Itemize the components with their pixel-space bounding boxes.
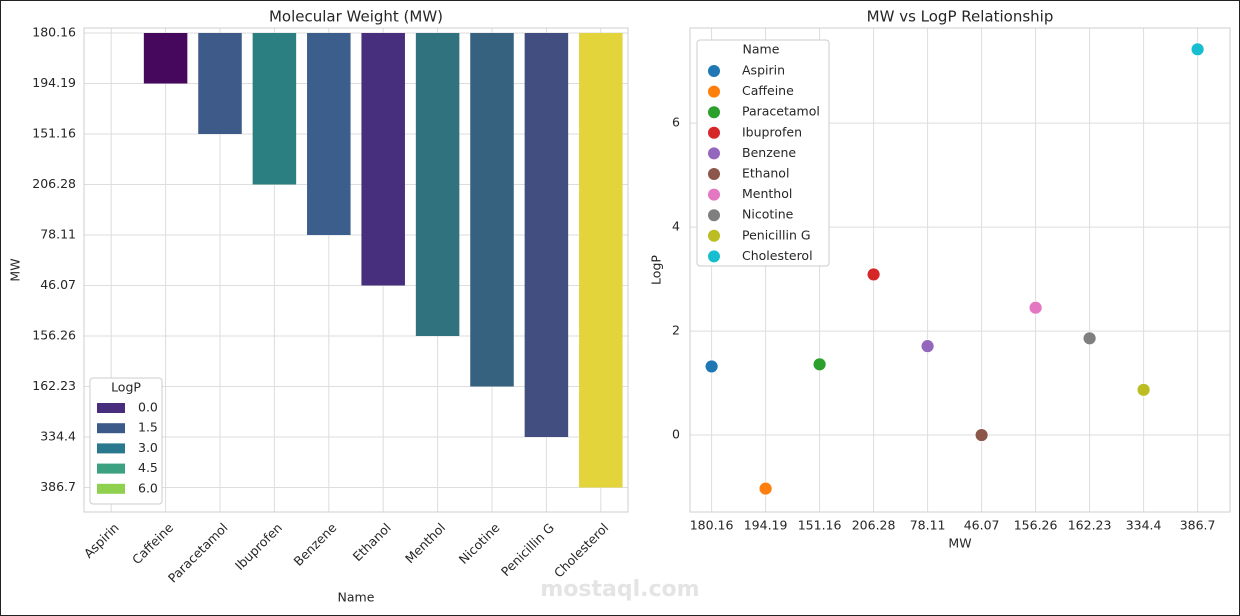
legend-marker [708,106,720,119]
y-tick-label: 6 [672,115,680,130]
scatter-point [758,481,773,496]
y-tick-label: 206.28 [32,176,76,191]
legend-swatch [97,463,125,474]
y-tick-label: 0 [672,427,680,442]
bar [415,33,460,336]
legend-label: 6.0 [138,480,158,495]
legend-label: 0.0 [138,400,158,415]
x-tick-label: 194.19 [744,518,788,533]
plot-frame [83,27,629,513]
scatter-point [1190,42,1205,57]
bar [198,33,242,134]
legend-marker [708,250,720,263]
x-axis-label: Name [338,590,375,605]
legend-marker [708,229,720,242]
x-tick-label: 334.4 [1126,518,1162,533]
scatter-point [974,428,989,442]
bar [524,33,569,437]
y-tick-label: 151.16 [32,126,76,141]
x-tick-label: 46.07 [964,518,1000,533]
scatter-point [812,357,827,372]
legend-label: Nicotine [742,207,794,222]
legend-title: Name [743,42,780,57]
y-tick-label: 46.07 [40,277,76,292]
plot-frame [689,27,1231,513]
bar [307,33,351,235]
watermark: mostaql.com [540,577,699,602]
y-tick-label: 78.11 [40,227,76,242]
scatter-point [1136,382,1151,397]
x-tick-label: 180.16 [690,518,734,533]
legend-label: 1.5 [138,420,158,435]
x-tick-label: 386.7 [1180,518,1216,533]
legend-swatch [97,423,125,434]
y-tick-label: 156.26 [32,328,76,343]
legend-marker [708,188,720,201]
chart-title: MW vs LogP Relationship [867,8,1054,26]
bar [361,33,405,286]
bar [470,33,514,387]
y-axis-label: MW [8,258,23,281]
legend-label: Ethanol [742,166,789,181]
legend-marker [708,168,720,180]
legend-marker [708,126,720,139]
legend-label: Benzene [742,145,796,160]
y-tick-label: 180.16 [32,25,76,40]
legend-label: Caffeine [742,83,794,98]
y-tick-label: 162.23 [32,378,76,393]
legend-label: 4.5 [138,460,158,475]
x-tick-label: 156.26 [1014,518,1058,533]
y-axis-label: LogP [649,255,664,285]
legend-label: Aspirin [742,63,785,78]
scatter-point [920,339,935,354]
x-tick-label: 206.28 [852,518,896,533]
legend-marker [708,85,720,98]
legend-swatch [97,403,125,413]
legend-marker [708,65,720,77]
scatter-point [1028,300,1043,315]
x-tick-label: 162.23 [1068,518,1112,533]
scatter-point [1082,331,1097,346]
scatter-point [866,267,881,282]
legend-box [696,39,830,267]
chart-title: Molecular Weight (MW) [269,8,443,26]
legend-label: Penicillin G [742,227,811,242]
x-axis-label: MW [948,536,971,551]
legend-marker [708,147,720,160]
legend-swatch [97,443,125,454]
legend-label: Cholesterol [742,248,813,263]
legend-marker [708,209,720,222]
bar [579,33,623,488]
y-tick-label: 334.4 [40,429,76,444]
y-tick-label: 4 [672,219,680,234]
x-tick-label: 78.11 [910,518,946,533]
y-tick-label: 386.7 [40,479,76,494]
x-tick-label: 151.16 [798,518,842,533]
legend-label: Paracetamol [742,104,820,119]
legend-label: Menthol [742,186,792,201]
bar [143,33,188,84]
scatter-point [704,359,719,374]
y-tick-label: 194.19 [32,75,76,90]
bar [252,33,297,185]
legend-label: Ibuprofen [742,124,802,139]
legend-label: 3.0 [138,440,158,455]
legend-title: LogP [111,380,141,395]
y-tick-label: 2 [672,323,680,338]
legend-swatch [97,483,125,494]
